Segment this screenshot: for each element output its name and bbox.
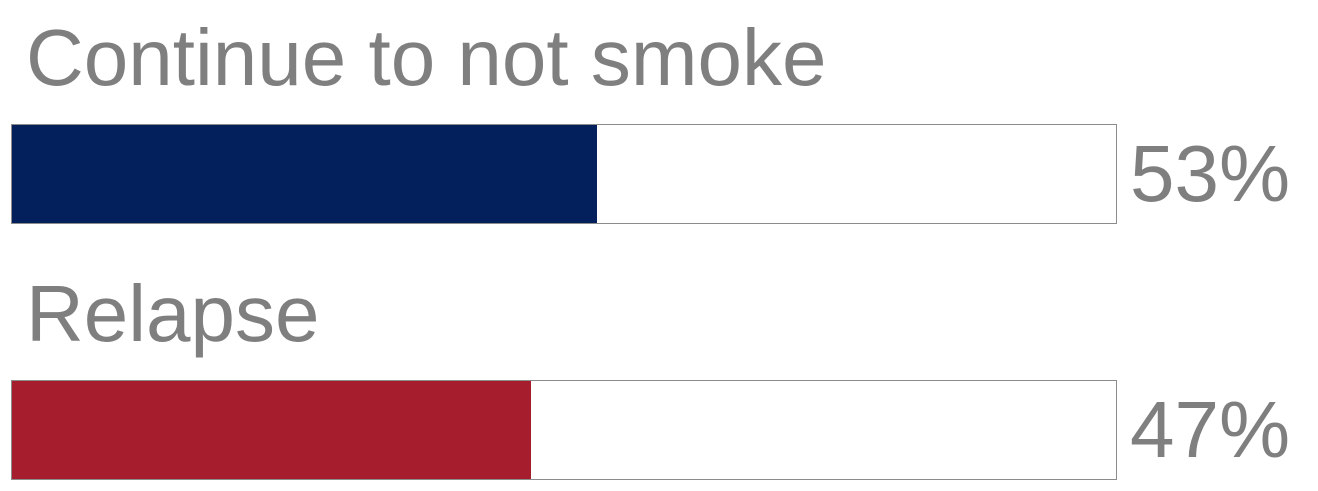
bar-row-relapse: Relapse 47% bbox=[0, 256, 1318, 486]
bar-continue-to-not-smoke bbox=[12, 125, 598, 223]
bar-relapse bbox=[12, 381, 531, 479]
value-label: 53% bbox=[1130, 129, 1291, 218]
category-label: Relapse bbox=[26, 269, 320, 358]
bar-track bbox=[11, 380, 1117, 480]
bar-row-continue-to-not-smoke: Continue to not smoke 53% bbox=[0, 0, 1318, 230]
value-label: 47% bbox=[1130, 385, 1291, 474]
bar-track bbox=[11, 124, 1117, 224]
category-label: Continue to not smoke bbox=[26, 13, 827, 102]
